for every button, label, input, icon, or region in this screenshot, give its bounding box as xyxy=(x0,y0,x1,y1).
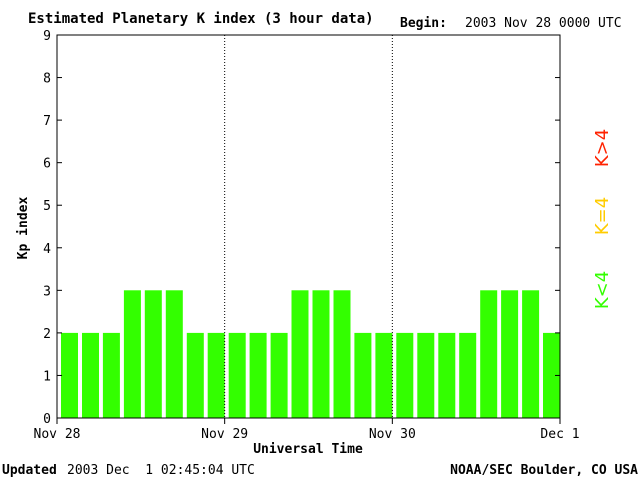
x-tick-label: Dec 1 xyxy=(540,427,579,442)
x-tick-label: Nov 30 xyxy=(369,427,416,442)
y-tick-label: 2 xyxy=(43,327,51,342)
y-tick-label: 0 xyxy=(43,412,51,427)
kp-bar xyxy=(165,290,183,418)
legend-mid: K=4 xyxy=(592,197,613,235)
y-tick-label: 8 xyxy=(43,72,51,87)
kp-bar xyxy=(144,290,162,418)
legend-low: K<4 xyxy=(592,271,613,309)
kp-bar xyxy=(459,332,477,418)
kp-bar xyxy=(438,332,456,418)
updated-value: 2003 Dec 1 02:45:04 UTC xyxy=(67,463,255,478)
kp-bar xyxy=(291,290,309,418)
kp-bar xyxy=(270,332,288,418)
begin-value: 2003 Nov 28 0000 UTC xyxy=(465,16,622,31)
y-axis-ticks: 0 1 2 3 4 5 6 7 8 9 xyxy=(43,29,560,427)
kp-bar xyxy=(375,332,393,418)
kp-bar xyxy=(61,332,78,418)
kp-bar xyxy=(123,290,141,418)
kp-bar xyxy=(82,332,99,418)
y-tick-label: 7 xyxy=(43,114,51,129)
kp-bar xyxy=(354,332,372,418)
kp-bar xyxy=(186,332,204,418)
x-tick-label: Nov 28 xyxy=(34,427,81,442)
y-tick-label: 3 xyxy=(43,284,51,299)
kp-bar xyxy=(396,332,414,418)
kp-bar xyxy=(207,332,225,418)
kp-bar xyxy=(480,290,498,418)
x-tick-label: Nov 29 xyxy=(201,427,248,442)
updated-label: Updated xyxy=(2,463,57,478)
bars-group xyxy=(61,290,560,418)
x-axis-ticks: Nov 28 Nov 29 Nov 30 Dec 1 xyxy=(34,418,580,442)
grid-lines xyxy=(224,35,393,418)
kp-bar xyxy=(102,332,120,418)
begin-label: Begin: xyxy=(400,16,447,31)
kp-bar xyxy=(501,290,519,418)
chart-title: Estimated Planetary K index (3 hour data… xyxy=(28,11,374,27)
plot-frame xyxy=(56,34,561,419)
kp-bar xyxy=(543,332,560,418)
kp-bar xyxy=(417,332,435,418)
kp-bar xyxy=(333,290,351,418)
y-tick-label: 5 xyxy=(43,199,51,214)
kp-bar xyxy=(522,290,540,418)
y-tick-label: 9 xyxy=(43,29,51,44)
y-tick-label: 4 xyxy=(43,242,51,257)
legend-high: K>4 xyxy=(592,129,613,167)
y-tick-label: 1 xyxy=(43,369,51,384)
y-axis-label: Kp index xyxy=(16,197,31,260)
kp-bar xyxy=(312,290,330,418)
x-axis-label: Universal Time xyxy=(253,442,363,457)
credit-text: NOAA/SEC Boulder, CO USA xyxy=(450,463,638,478)
y-tick-label: 6 xyxy=(43,157,51,172)
kp-bar xyxy=(249,332,267,418)
kp-bar xyxy=(228,332,246,418)
